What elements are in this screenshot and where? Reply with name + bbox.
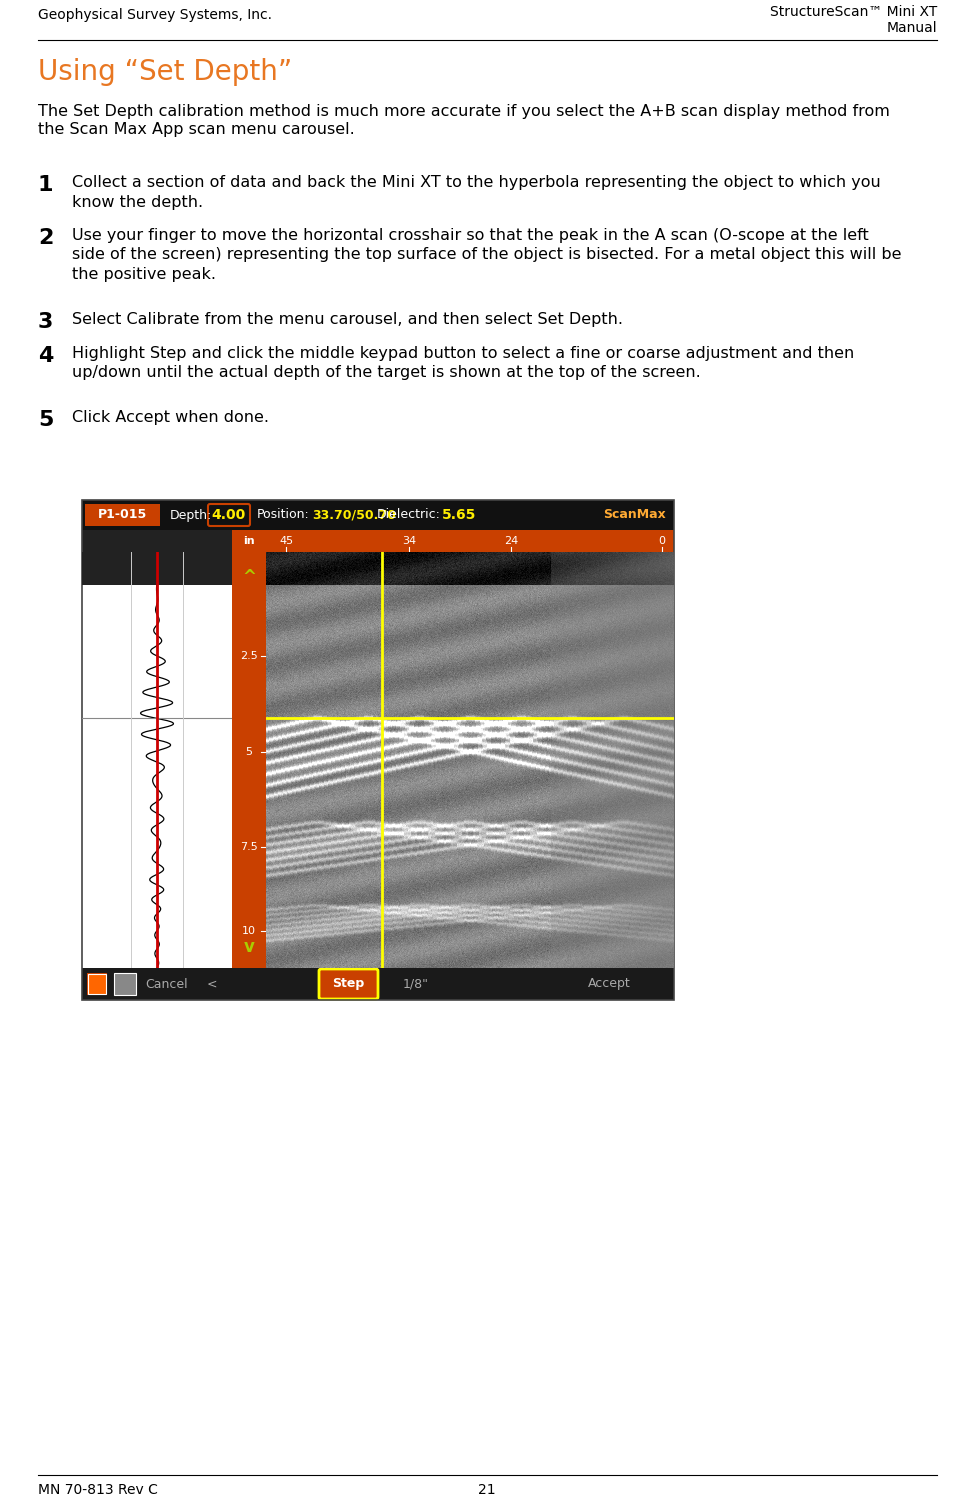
Text: the Scan Max App scan menu carousel.: the Scan Max App scan menu carousel. [38, 122, 355, 137]
Text: Dielectric:: Dielectric: [377, 508, 441, 522]
Text: 10: 10 [242, 925, 256, 935]
Text: 5: 5 [38, 411, 54, 430]
Bar [82, 499, 674, 529]
Text: 33.70/50.70: 33.70/50.70 [312, 508, 396, 522]
Text: StructureScan™ Mini XT: StructureScan™ Mini XT [769, 5, 937, 20]
Text: Use your finger to move the horizontal crosshair so that the peak in the A scan : Use your finger to move the horizontal c… [72, 229, 869, 244]
Text: ^: ^ [242, 569, 255, 587]
Text: 2.5: 2.5 [240, 651, 257, 660]
Text: Select Calibrate from the menu carousel, and then select Set Depth.: Select Calibrate from the menu carousel,… [72, 311, 623, 326]
Text: ScanMax: ScanMax [604, 508, 666, 522]
Bar [82, 499, 674, 1000]
Text: Accept: Accept [588, 978, 631, 991]
Bar [88, 975, 106, 994]
Text: up/down until the actual depth of the target is shown at the top of the screen.: up/down until the actual depth of the ta… [72, 365, 701, 381]
Text: Depth:: Depth: [170, 508, 213, 522]
Text: side of the screen) representing the top surface of the object is bisected. For : side of the screen) representing the top… [72, 248, 902, 263]
Text: 5: 5 [246, 746, 253, 757]
Text: the positive peak.: the positive peak. [72, 268, 216, 283]
Text: Manual: Manual [886, 21, 937, 35]
Text: know the depth.: know the depth. [72, 194, 203, 209]
Text: Position:: Position: [257, 508, 310, 522]
Text: 24: 24 [504, 535, 518, 546]
Bar [114, 973, 136, 996]
Text: Using “Set Depth”: Using “Set Depth” [38, 59, 292, 86]
Text: <: < [207, 978, 217, 991]
Text: Click Accept when done.: Click Accept when done. [72, 411, 269, 426]
Text: 2: 2 [38, 229, 54, 248]
Text: Geophysical Survey Systems, Inc.: Geophysical Survey Systems, Inc. [38, 8, 272, 23]
Text: 4.00: 4.00 [212, 508, 246, 522]
Bar [82, 552, 232, 585]
Text: 5.65: 5.65 [442, 508, 477, 522]
Text: 3: 3 [38, 311, 54, 332]
Text: 34: 34 [402, 535, 416, 546]
Text: 21: 21 [478, 1483, 496, 1496]
Text: 7.5: 7.5 [240, 842, 257, 853]
FancyBboxPatch shape [319, 969, 378, 999]
Text: Step: Step [332, 978, 364, 991]
Bar [232, 552, 266, 969]
Text: 0: 0 [658, 535, 665, 546]
Bar [87, 973, 107, 996]
Text: MN 70-813 Rev C: MN 70-813 Rev C [38, 1483, 158, 1496]
Bar [82, 552, 232, 969]
Bar [82, 969, 674, 1000]
Bar [82, 529, 232, 552]
Text: in: in [243, 535, 254, 546]
Text: 1: 1 [38, 174, 54, 196]
Text: The Set Depth calibration method is much more accurate if you select the A+B sca: The Set Depth calibration method is much… [38, 104, 890, 119]
Text: Cancel: Cancel [145, 978, 188, 991]
Text: Collect a section of data and back the Mini XT to the hyperbola representing the: Collect a section of data and back the M… [72, 174, 880, 190]
Text: P1-015: P1-015 [98, 508, 147, 522]
Bar [85, 504, 160, 526]
Text: 45: 45 [279, 535, 293, 546]
Text: 4: 4 [38, 346, 54, 365]
Text: Highlight Step and click the middle keypad button to select a fine or coarse adj: Highlight Step and click the middle keyp… [72, 346, 854, 361]
Bar [82, 529, 674, 552]
Text: v: v [244, 938, 254, 957]
Text: 1/8": 1/8" [403, 978, 429, 991]
